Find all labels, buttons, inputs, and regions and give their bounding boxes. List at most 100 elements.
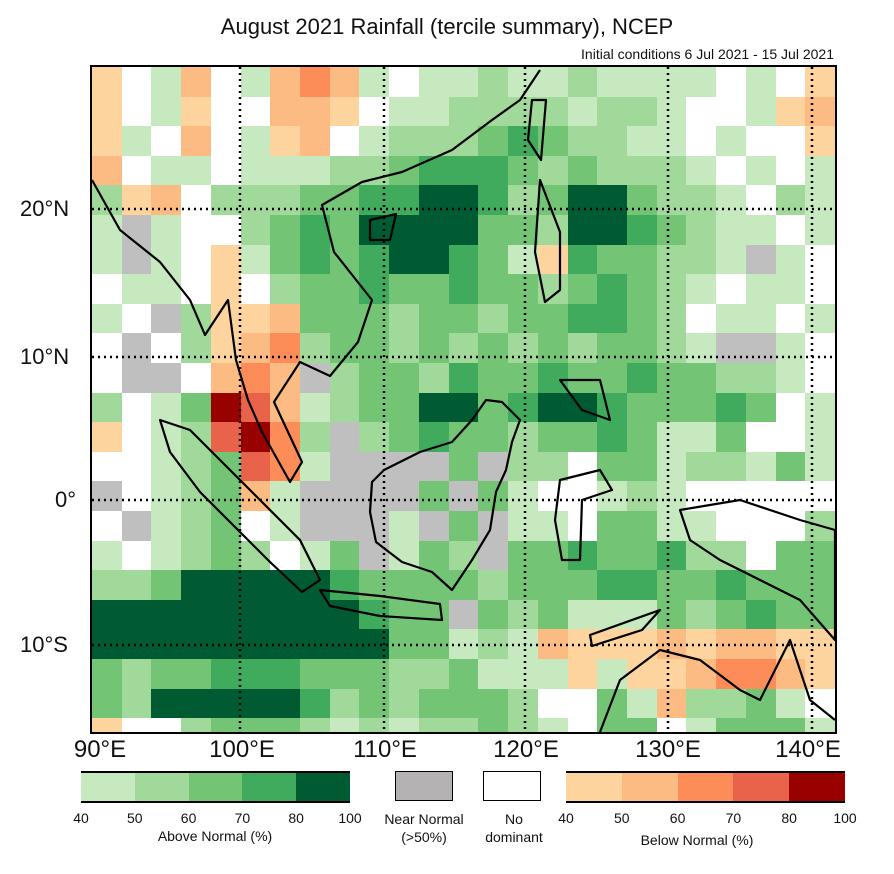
grid-cell <box>775 126 806 157</box>
grid-cell <box>716 96 747 127</box>
grid-cell <box>92 126 123 157</box>
grid-cell <box>210 659 242 690</box>
grid-cell <box>716 540 747 571</box>
grid-cell <box>389 333 420 364</box>
grid-cell <box>567 126 598 157</box>
grid-cell <box>626 451 658 482</box>
grid-cell <box>448 659 479 690</box>
grid-cell <box>745 185 777 216</box>
grid-cell <box>210 303 242 334</box>
grid-cell <box>270 511 301 542</box>
grid-cell <box>121 126 152 157</box>
grid-cell <box>448 392 479 423</box>
grid-cell <box>240 126 271 157</box>
grid-cell <box>240 185 271 216</box>
grid-cell <box>92 688 123 719</box>
grid-cell <box>805 155 835 186</box>
grid-cell <box>329 126 360 157</box>
grid-cell <box>597 511 628 542</box>
grid-cell <box>597 718 628 732</box>
grid-cell <box>92 511 123 542</box>
grid-cell <box>686 363 717 394</box>
grid-cell <box>626 244 658 275</box>
grid-cell <box>300 422 331 453</box>
lat-label: 10°S <box>20 632 68 657</box>
grid-cell <box>92 718 123 732</box>
grid-cell <box>121 629 152 660</box>
grid-cell <box>151 540 182 571</box>
grid-cell <box>240 333 271 364</box>
grid-cell <box>478 481 509 512</box>
grid-cell <box>300 511 331 542</box>
grid-cell <box>92 274 123 305</box>
grid-cell <box>567 599 598 630</box>
grid-cell <box>329 244 360 275</box>
grid-cell <box>359 718 390 732</box>
grid-cell <box>567 274 598 305</box>
grid-cell <box>626 185 658 216</box>
grid-cell <box>656 215 687 246</box>
grid-cell <box>745 96 777 127</box>
grid-cell <box>597 570 628 601</box>
grid-cell <box>240 599 271 630</box>
grid-cell <box>240 511 271 542</box>
grid-cell <box>240 363 271 394</box>
grid-cell <box>151 303 182 334</box>
grid-cell <box>508 67 539 98</box>
grid-cell <box>775 333 806 364</box>
grid-cell <box>210 185 242 216</box>
grid-cell <box>389 481 420 512</box>
grid-cell <box>240 659 271 690</box>
grid-cell <box>656 659 687 690</box>
grid-cell <box>181 333 212 364</box>
grid-cell <box>359 96 390 127</box>
grid-cell <box>92 215 123 246</box>
grid-cell <box>656 718 687 732</box>
grid-cell <box>716 244 747 275</box>
grid-cell <box>686 718 717 732</box>
grid-cell <box>745 629 777 660</box>
grid-cell <box>448 688 479 719</box>
grid-cell <box>478 451 509 482</box>
grid-cell <box>270 422 301 453</box>
grid-cell <box>448 718 479 732</box>
grid-cell <box>151 155 182 186</box>
grid-cell <box>121 540 152 571</box>
grid-cell <box>716 422 747 453</box>
grid-cell <box>389 96 420 127</box>
grid-cell <box>359 451 390 482</box>
grid-cell <box>389 244 420 275</box>
grid-cell <box>686 540 717 571</box>
grid-cell <box>537 688 569 719</box>
grid-cell <box>448 422 479 453</box>
grid-cell <box>210 422 242 453</box>
grid-cell <box>359 274 390 305</box>
grid-cell <box>656 274 687 305</box>
grid-cell <box>508 422 539 453</box>
grid-cell <box>567 511 598 542</box>
grid-cell <box>775 67 806 98</box>
grid-cell <box>775 303 806 334</box>
grid-cell <box>181 392 212 423</box>
grid-cell <box>775 274 806 305</box>
grid-cell <box>567 244 598 275</box>
below-normal-caption: Below Normal (%) <box>640 832 754 848</box>
colorbar-tick-label: 70 <box>725 810 742 826</box>
grid-cell <box>418 451 450 482</box>
grid-cell <box>478 274 509 305</box>
grid-cell <box>686 96 717 127</box>
grid-cell <box>300 392 331 423</box>
grid-cell <box>686 511 717 542</box>
grid-cell <box>686 688 717 719</box>
grid-cell <box>240 274 271 305</box>
grid-cell <box>300 274 331 305</box>
grid-cell <box>478 126 509 157</box>
grid-cell <box>716 718 747 732</box>
grid-cell <box>775 718 806 732</box>
grid-cell <box>745 599 777 630</box>
grid-cell <box>240 481 271 512</box>
grid-cell <box>181 451 212 482</box>
grid-cell <box>478 215 509 246</box>
grid-cell <box>151 481 182 512</box>
grid-cell <box>270 392 301 423</box>
